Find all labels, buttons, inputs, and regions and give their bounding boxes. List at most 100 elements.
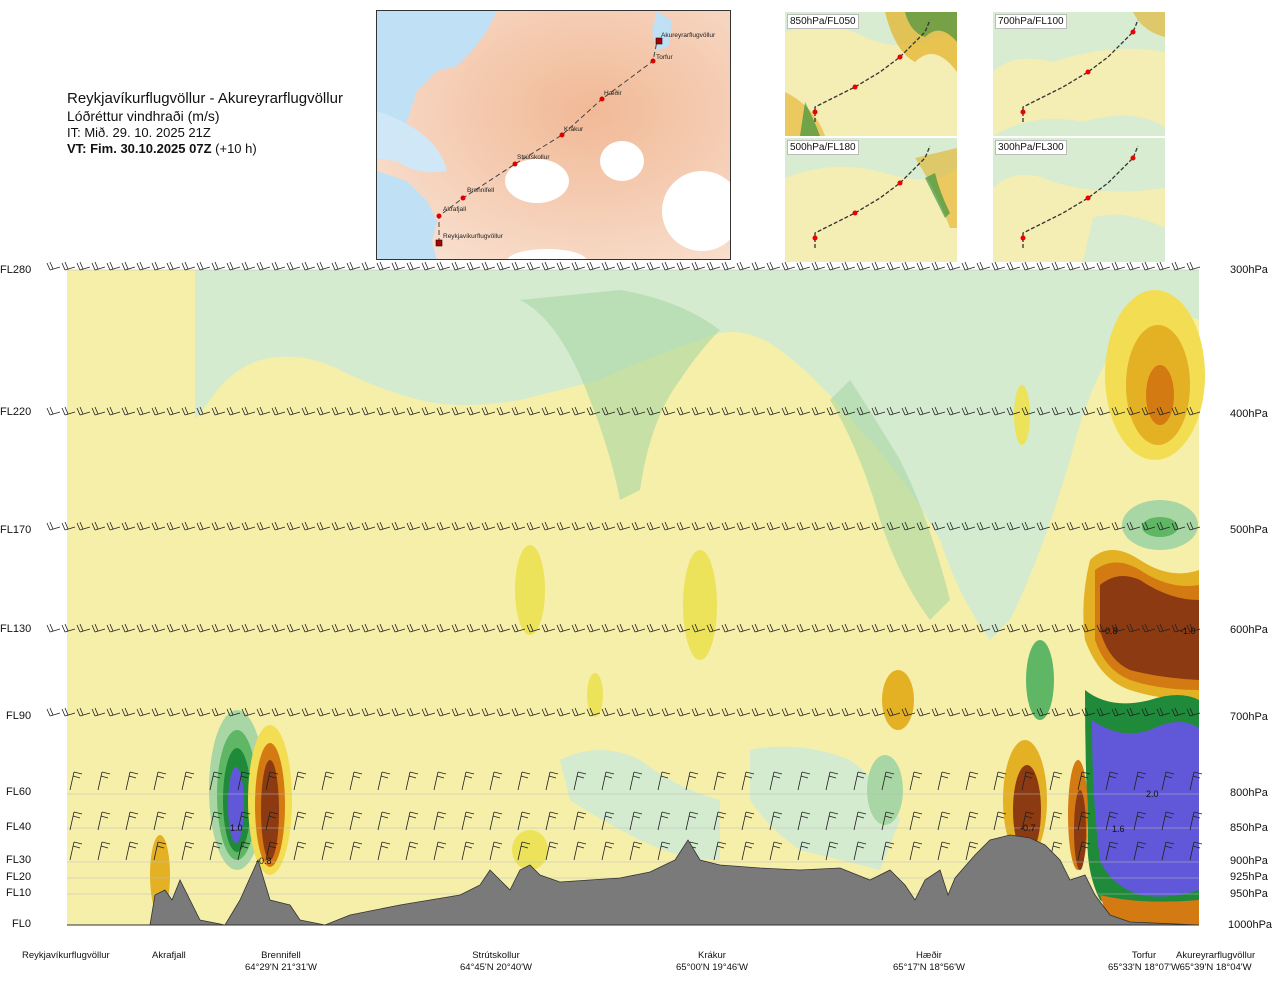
station-brennifell: Brennifell 64°29'N 21°31'W bbox=[245, 950, 317, 974]
wind-barb bbox=[405, 841, 419, 861]
wind-barb bbox=[321, 771, 335, 791]
wind-barb bbox=[181, 521, 196, 531]
wind-barb bbox=[489, 771, 503, 791]
wind-barb bbox=[211, 707, 226, 717]
wind-barb bbox=[1141, 707, 1156, 717]
point-torfur bbox=[650, 58, 656, 64]
wind-barb bbox=[361, 623, 376, 633]
wind-barb bbox=[657, 771, 671, 791]
wind-barb bbox=[556, 406, 571, 416]
wind-barb bbox=[1036, 707, 1051, 717]
wind-barb bbox=[1021, 521, 1036, 531]
wind-barb bbox=[361, 406, 376, 416]
level-map-300[interactable]: 300hPa/FL300 bbox=[993, 138, 1165, 262]
wind-barb bbox=[1021, 406, 1036, 416]
wind-barb bbox=[106, 707, 121, 717]
wind-barb bbox=[631, 261, 646, 271]
wind-barb bbox=[556, 261, 571, 271]
fl-label-20: FL20 bbox=[6, 871, 32, 883]
wind-barb bbox=[1021, 811, 1035, 831]
wind-barb bbox=[629, 841, 643, 861]
wind-barb bbox=[545, 841, 559, 861]
wind-barb bbox=[1096, 623, 1111, 633]
wind-barb bbox=[346, 623, 361, 633]
wind-barb bbox=[811, 707, 826, 717]
map-label-krakur: Krákur bbox=[564, 126, 584, 133]
wind-barb bbox=[391, 521, 406, 531]
wind-barb bbox=[1161, 771, 1175, 791]
wind-barb bbox=[946, 707, 961, 717]
wind-barb bbox=[1189, 841, 1203, 861]
fl-label-60: FL60 bbox=[6, 786, 32, 798]
wind-barb bbox=[1051, 261, 1066, 271]
cell-brennifell-downdraft-core bbox=[261, 760, 279, 860]
wind-barb bbox=[826, 623, 841, 633]
wind-barb bbox=[181, 771, 195, 791]
wind-barb bbox=[676, 261, 691, 271]
wind-barb bbox=[886, 707, 901, 717]
wind-barb bbox=[1049, 771, 1063, 791]
station-reykjavik: Reykjavíkurflugvöllur bbox=[22, 950, 110, 962]
wind-barb bbox=[1156, 707, 1171, 717]
wind-barb bbox=[91, 707, 106, 717]
wind-barb bbox=[991, 261, 1006, 271]
wind-barb bbox=[301, 406, 316, 416]
point-akrafjall bbox=[436, 213, 442, 219]
station-name-strutskollur: Strútskollur bbox=[472, 950, 520, 961]
cell-lower-right-surface bbox=[1100, 895, 1199, 925]
map-label-akrafjall: Akrafjall bbox=[443, 206, 467, 213]
cell-strutskollur bbox=[512, 830, 548, 870]
wind-barb bbox=[301, 261, 316, 271]
wind-barb bbox=[721, 707, 736, 717]
wind-barb bbox=[125, 841, 139, 861]
wind-barb bbox=[316, 406, 331, 416]
wind-barb bbox=[691, 623, 706, 633]
wind-barb bbox=[69, 811, 83, 831]
wind-barb bbox=[1006, 623, 1021, 633]
wind-barb bbox=[1096, 261, 1111, 271]
wind-barb bbox=[751, 623, 766, 633]
wind-barb bbox=[1036, 261, 1051, 271]
level-map-500[interactable]: 500hPa/FL180 bbox=[785, 138, 957, 262]
wind-barb bbox=[376, 406, 391, 416]
green-band-upper-3 bbox=[830, 380, 950, 620]
station-krakur: Krákur 65°00'N 19°46'W bbox=[676, 950, 748, 974]
wind-barb bbox=[451, 623, 466, 633]
wind-barb bbox=[286, 623, 301, 633]
wind-barb bbox=[481, 261, 496, 271]
wind-barb bbox=[916, 707, 931, 717]
wind-barb bbox=[796, 406, 811, 416]
wind-barb bbox=[1189, 771, 1203, 791]
station-strutskollur: Strútskollur 64°45'N 20°40'W bbox=[460, 950, 532, 974]
wind-barb bbox=[526, 623, 541, 633]
wind-barb bbox=[46, 623, 61, 633]
wind-barb bbox=[316, 623, 331, 633]
wind-barb bbox=[769, 771, 783, 791]
wind-barb bbox=[166, 623, 181, 633]
wind-barb bbox=[691, 707, 706, 717]
wind-barb bbox=[661, 261, 676, 271]
wind-barb bbox=[946, 261, 961, 271]
wind-barb bbox=[797, 841, 811, 861]
wind-barb bbox=[346, 521, 361, 531]
lower-green-4 bbox=[1026, 640, 1054, 720]
wind-barb bbox=[286, 521, 301, 531]
wind-barb bbox=[841, 521, 856, 531]
issue-time: IT: Mið. 29. 10. 2025 21Z bbox=[67, 125, 211, 140]
wind-barb bbox=[481, 623, 496, 633]
level-map-700[interactable]: 700hPa/FL100 bbox=[993, 12, 1165, 136]
wind-barb bbox=[976, 707, 991, 717]
wind-barb bbox=[901, 261, 916, 271]
wind-barb bbox=[433, 771, 447, 791]
wind-barb bbox=[796, 707, 811, 717]
wind-barb bbox=[106, 261, 121, 271]
fl-label-170: FL170 bbox=[0, 524, 32, 536]
wind-barb bbox=[209, 811, 223, 831]
wind-barb bbox=[916, 521, 931, 531]
wind-barb bbox=[811, 623, 826, 633]
wind-barb bbox=[361, 521, 376, 531]
wind-barb bbox=[751, 261, 766, 271]
fl-label-220: FL220 bbox=[0, 406, 32, 418]
wind-barb bbox=[1096, 707, 1111, 717]
level-map-850[interactable]: 850hPa/FL050 bbox=[785, 12, 957, 136]
